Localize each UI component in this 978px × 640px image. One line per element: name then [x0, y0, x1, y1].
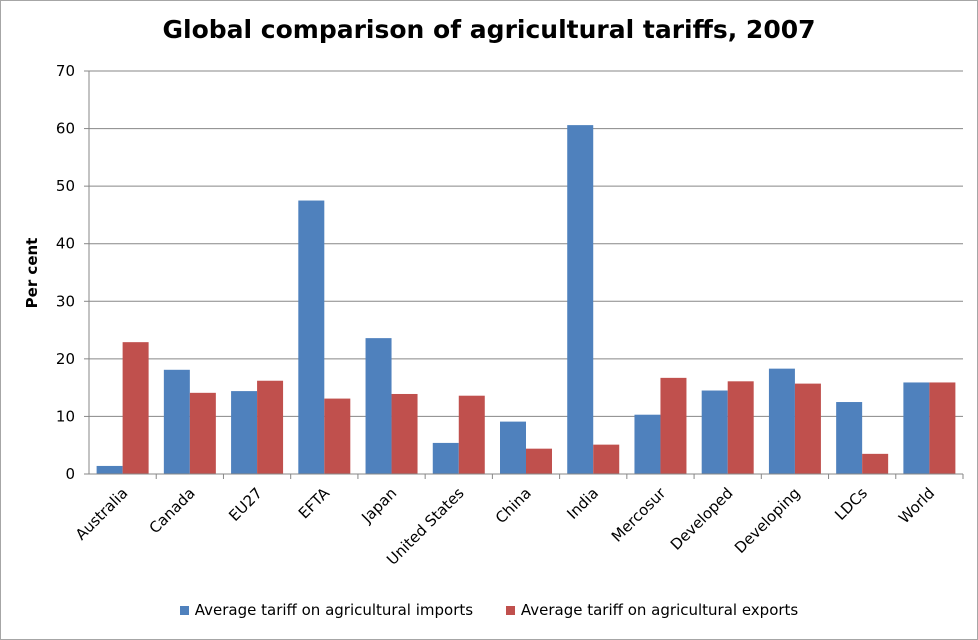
legend: Average tariff on agricultural imports A… — [1, 601, 977, 619]
y-tick-label: 70 — [56, 62, 75, 80]
bar-imports — [365, 338, 392, 474]
bar-imports — [96, 465, 123, 474]
bar-exports — [929, 382, 956, 474]
y-tick-label: 60 — [56, 120, 75, 138]
x-tick-label: Mercosur — [608, 484, 670, 546]
bar-exports — [324, 398, 351, 474]
bar-imports — [903, 382, 930, 474]
bar-exports — [458, 395, 485, 474]
axes — [84, 70, 964, 479]
bar-exports — [727, 381, 754, 474]
bar-imports — [163, 369, 190, 474]
gridlines — [89, 70, 963, 417]
x-tick-label: EFTA — [295, 484, 334, 523]
bars — [96, 125, 956, 475]
bar-exports — [257, 380, 284, 474]
bar-exports — [593, 444, 620, 474]
bar-imports — [768, 368, 795, 474]
y-tick-label: 0 — [65, 465, 75, 483]
legend-label-imports: Average tariff on agricultural imports — [194, 601, 474, 619]
legend-item-exports: Average tariff on agricultural exports — [505, 601, 799, 619]
x-tick-label: China — [492, 484, 535, 527]
x-tick-label: Canada — [146, 484, 199, 537]
bar-imports — [836, 402, 863, 474]
bar-exports — [391, 393, 418, 474]
x-tick-label: EU27 — [225, 484, 266, 525]
bar-exports — [122, 342, 149, 474]
legend-item-imports: Average tariff on agricultural imports — [179, 601, 474, 619]
x-tick-label: India — [563, 484, 602, 523]
bar-imports — [500, 421, 526, 474]
bar-imports — [634, 414, 661, 474]
y-tick-label: 10 — [56, 407, 75, 425]
bar-exports — [862, 453, 889, 474]
legend-label-exports: Average tariff on agricultural exports — [520, 601, 799, 619]
x-tick-label: Developed — [667, 484, 737, 554]
x-tick-label: Japan — [357, 484, 400, 527]
legend-swatch-exports — [505, 606, 515, 615]
y-tick-label: 40 — [56, 235, 75, 253]
bar-imports — [432, 442, 459, 474]
y-tick-label: 50 — [56, 177, 75, 195]
bar-exports — [794, 383, 821, 474]
bar-imports — [231, 391, 258, 474]
x-tick-label: Developing — [731, 484, 804, 557]
x-tick-label: World — [895, 484, 938, 527]
bar-imports — [298, 200, 325, 475]
bar-imports — [567, 125, 594, 475]
x-tick-label: LDCs — [831, 484, 871, 524]
x-tick-label: Australia — [72, 484, 132, 544]
bar-exports — [189, 392, 216, 474]
chart-title: Global comparison of agricultural tariff… — [162, 15, 816, 44]
bar-exports — [526, 448, 552, 474]
bar-imports — [701, 390, 728, 474]
y-tick-label: 20 — [56, 350, 75, 368]
legend-swatch-imports — [179, 606, 189, 615]
y-tick-labels: 0 10 20 30 40 50 60 70 — [56, 62, 75, 483]
bar-exports — [660, 377, 687, 474]
y-tick-label: 30 — [56, 292, 75, 310]
